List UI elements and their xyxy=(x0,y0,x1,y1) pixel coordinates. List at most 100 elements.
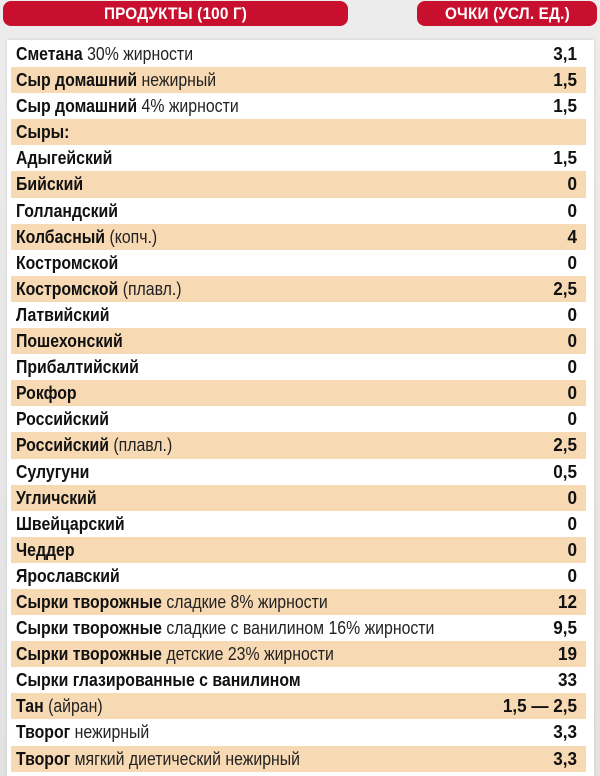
product-name: Колбасный (копч.) xyxy=(16,224,157,250)
points-value: 33 xyxy=(557,670,577,691)
table-row: Адыгейский 1,5 xyxy=(11,145,586,171)
table-panel: Сметана 30% жирности 3,1 Сыр домашний нежи… xyxy=(7,40,594,776)
points-value: 3,3 xyxy=(553,722,577,743)
product-title: Сметана xyxy=(16,44,83,64)
product-title: Колбасный xyxy=(16,226,106,247)
product-title: Сырки творожные xyxy=(16,644,162,665)
table-row: Ярославский 0 xyxy=(11,563,586,589)
header-products: ПРОДУКТЫ (100 Г) xyxy=(3,1,348,26)
header-products-label: ПРОДУКТЫ (100 Г) xyxy=(103,4,248,23)
table-row: Пошехонский 0 xyxy=(11,328,586,355)
points-value: 1,5 xyxy=(553,70,577,91)
product-title: Сырки глазированные с ванилином xyxy=(16,670,301,691)
product-title: Бийский xyxy=(16,174,84,195)
product-description: детские 23% жирности xyxy=(161,644,334,665)
product-name: Ярославский xyxy=(16,563,120,589)
header-points: ОЧКИ (УСЛ. ЕД.) xyxy=(417,1,597,26)
table-row: Рокфор 0 xyxy=(11,380,586,407)
product-description: (плавл.) xyxy=(118,278,182,299)
product-name: Сырки творожные детские 23% жирности xyxy=(16,641,334,667)
product-title: Сыр домашний xyxy=(16,96,138,117)
header-points-label: ОЧКИ (УСЛ. ЕД.) xyxy=(444,4,570,23)
product-title: Пошехонский xyxy=(16,331,123,352)
table-row: Российский 0 xyxy=(11,406,586,432)
points-value: 0 xyxy=(567,513,577,534)
product-name: Костромской (плавл.) xyxy=(16,276,182,302)
table-row: Сырки творожные детские 23% жирности 19 xyxy=(11,641,586,668)
points-value: 0 xyxy=(567,409,577,430)
points-value: 0 xyxy=(567,539,577,560)
product-title: Российский xyxy=(16,435,109,456)
product-title: Сыры: xyxy=(16,122,70,143)
table-row: Костромской (плавл.) 2,5 xyxy=(11,275,586,302)
product-name: Сырки творожные сладкие 8% жирности xyxy=(16,589,328,615)
product-title: Угличский xyxy=(16,487,97,508)
points-value: 4 xyxy=(567,226,577,247)
table-row: Сулугуни 0,5 xyxy=(11,459,586,485)
product-title: Сулугуни xyxy=(16,461,90,482)
product-name: Творог нежирный xyxy=(16,719,149,745)
points-value: 2,5 xyxy=(553,278,577,299)
points-value: 2,5 xyxy=(553,435,577,456)
table-row: Колбасный (копч.) 4 xyxy=(11,223,586,250)
product-name: Сырки глазированные с ванилином xyxy=(16,667,301,693)
product-description: (плавл.) xyxy=(108,435,173,456)
table-row: Бийский 0 xyxy=(11,171,586,198)
points-value: 3,1 xyxy=(553,44,577,64)
table-row: Сырки глазированные с ванилином 33 xyxy=(11,667,586,693)
product-name: Творог мягкий диетический нежирный xyxy=(16,746,300,772)
table-row: Сырки творожные сладкие с ванилином 16% … xyxy=(11,615,586,641)
product-name: Бийский xyxy=(16,171,83,197)
table-row: Чеддер 0 xyxy=(11,536,586,563)
product-title: Чеддер xyxy=(16,539,75,560)
product-title: Сыр домашний xyxy=(16,70,138,91)
product-title: Российский xyxy=(16,409,109,430)
table-row: Сметана 30% жирности 3,1 xyxy=(11,41,586,67)
product-name: Сыр домашний 4% жирности xyxy=(16,93,239,119)
product-description: (айран) xyxy=(43,696,103,717)
product-name: Прибалтийский xyxy=(16,354,139,380)
points-value: 0 xyxy=(567,487,577,508)
points-value: 3,3 xyxy=(553,748,577,769)
table-row: Творог нежирный 3,3 xyxy=(11,719,586,745)
points-value: 9,5 xyxy=(553,618,577,639)
product-title: Творог xyxy=(16,748,71,769)
product-title: Швейцарский xyxy=(16,513,125,534)
points-value: 19 xyxy=(557,644,577,665)
points-value: 1,5 xyxy=(553,96,577,117)
product-description: 4% жирности xyxy=(137,96,239,117)
product-name: Швейцарский xyxy=(16,511,125,537)
points-value: 1,5 xyxy=(553,148,577,169)
table-row: Костромской 0 xyxy=(11,250,586,276)
table-row: Прибалтийский 0 xyxy=(11,354,586,380)
product-name: Российский (плавл.) xyxy=(16,432,172,458)
product-title: Тан xyxy=(16,696,44,717)
product-description: (копч.) xyxy=(105,226,158,247)
product-description: сладкие 8% жирности xyxy=(161,591,328,612)
table-row: Сыры: xyxy=(11,119,586,146)
points-value: 0 xyxy=(567,304,577,325)
product-name: Костромской xyxy=(16,250,118,276)
points-value: 0 xyxy=(567,252,577,273)
product-name: Тан (айран) xyxy=(16,693,103,719)
product-title: Сырки творожные xyxy=(16,618,162,639)
table-row: Творог мягкий диетический нежирный 3,3 xyxy=(11,745,586,772)
table-row: Сырки творожные сладкие 8% жирности 12 xyxy=(11,588,586,616)
points-value: 1,5 — 2,5 xyxy=(502,696,577,717)
product-description: нежирный xyxy=(137,70,217,91)
table-row: Латвийский 0 xyxy=(11,302,586,328)
table-row: Сыр домашний нежирный 1,5 xyxy=(11,67,586,94)
points-value: 0 xyxy=(567,174,577,195)
product-name: Российский xyxy=(16,406,109,432)
product-title: Творог xyxy=(16,722,71,743)
product-name: Чеддер xyxy=(16,537,75,563)
product-title: Сырки творожные xyxy=(16,591,162,612)
points-value: 12 xyxy=(557,591,577,612)
product-description: 30% жирности xyxy=(82,44,194,64)
points-value: 0 xyxy=(567,331,577,352)
product-title: Рокфор xyxy=(16,383,77,404)
product-title: Ярославский xyxy=(16,565,120,586)
table-header: ПРОДУКТЫ (100 Г) ОЧКИ (УСЛ. ЕД.) xyxy=(0,1,600,27)
product-name: Рокфор xyxy=(16,380,77,406)
product-name: Голландский xyxy=(16,198,118,224)
